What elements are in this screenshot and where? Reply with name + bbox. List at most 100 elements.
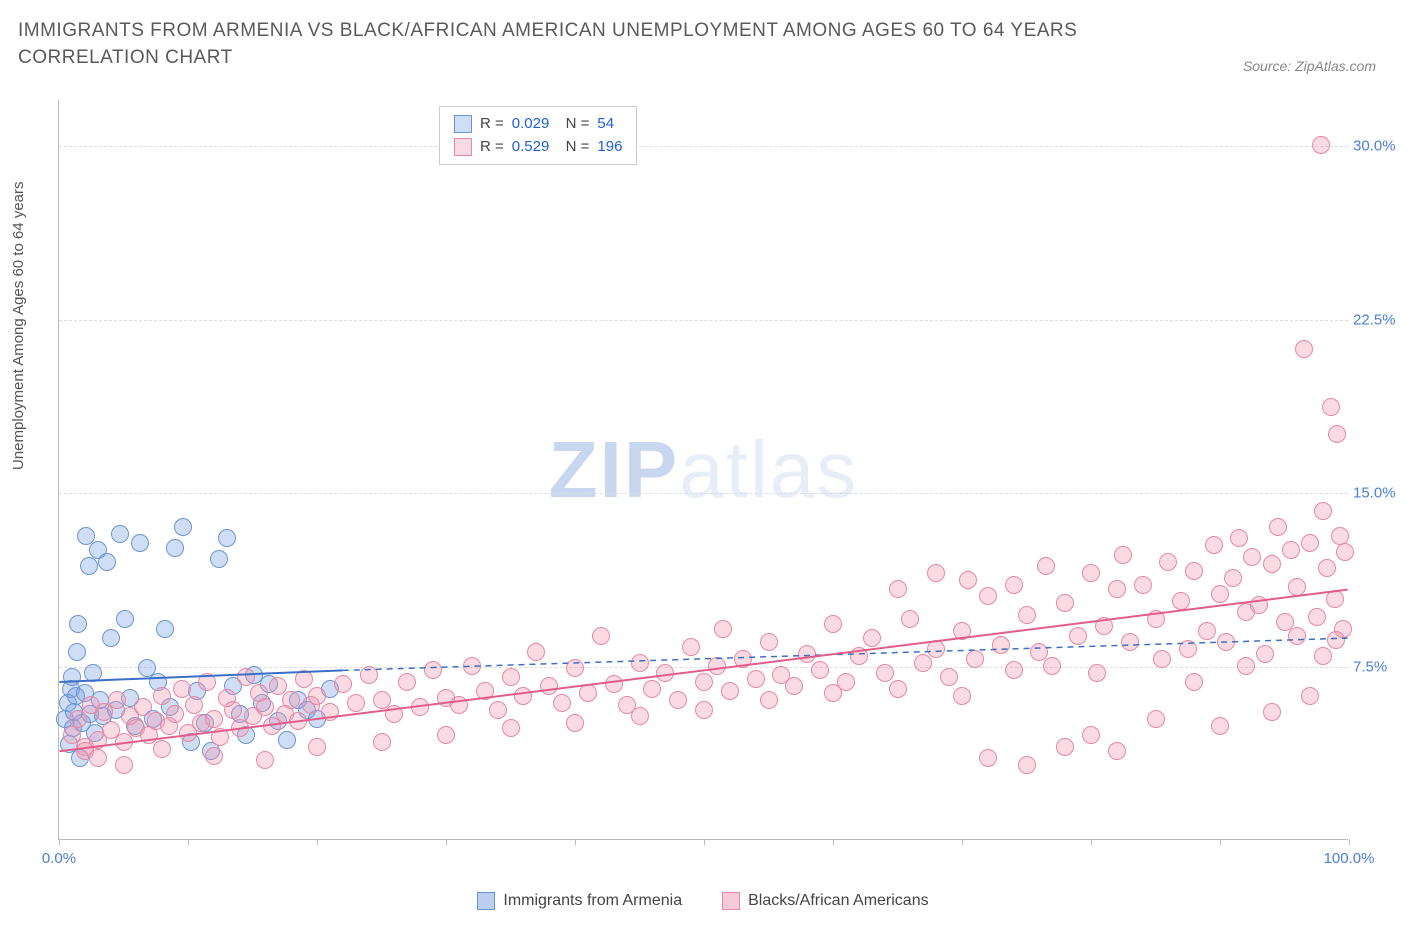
data-point-series-1 — [256, 751, 274, 769]
data-point-series-1 — [1018, 606, 1036, 624]
data-point-series-0 — [80, 557, 98, 575]
x-tick-mark — [704, 839, 705, 845]
data-point-series-1 — [1269, 518, 1287, 536]
data-point-series-1 — [1153, 650, 1171, 668]
data-point-series-1 — [1121, 633, 1139, 651]
data-point-series-1 — [682, 638, 700, 656]
data-point-series-1 — [1312, 136, 1330, 154]
data-point-series-1 — [385, 705, 403, 723]
data-point-series-1 — [1224, 569, 1242, 587]
data-point-series-1 — [256, 698, 274, 716]
data-point-series-1 — [850, 647, 868, 665]
data-point-series-1 — [115, 756, 133, 774]
y-tick-label: 22.5% — [1353, 311, 1406, 328]
data-point-series-1 — [1147, 710, 1165, 728]
data-point-series-0 — [166, 539, 184, 557]
data-point-series-1 — [1147, 610, 1165, 628]
data-point-series-1 — [1179, 640, 1197, 658]
data-point-series-1 — [1108, 580, 1126, 598]
x-tick-mark — [446, 839, 447, 845]
data-point-series-1 — [489, 701, 507, 719]
x-tick-mark — [575, 839, 576, 845]
data-point-series-1 — [398, 673, 416, 691]
data-point-series-1 — [502, 719, 520, 737]
swatch-icon — [454, 115, 472, 133]
data-point-series-1 — [1217, 633, 1235, 651]
y-tick-label: 30.0% — [1353, 138, 1406, 155]
data-point-series-1 — [876, 664, 894, 682]
x-tick-mark — [1091, 839, 1092, 845]
data-point-series-1 — [1243, 548, 1261, 566]
data-point-series-1 — [553, 694, 571, 712]
data-point-series-1 — [502, 668, 520, 686]
y-tick-label: 7.5% — [1353, 658, 1406, 675]
data-point-series-1 — [185, 696, 203, 714]
x-tick-label: 0.0% — [42, 850, 76, 867]
data-point-series-0 — [102, 629, 120, 647]
data-point-series-1 — [1134, 576, 1152, 594]
gridline — [59, 493, 1348, 494]
swatch-icon — [454, 138, 472, 156]
data-point-series-1 — [1005, 576, 1023, 594]
data-point-series-1 — [592, 627, 610, 645]
data-point-series-1 — [450, 696, 468, 714]
data-point-series-1 — [205, 710, 223, 728]
data-point-series-1 — [966, 650, 984, 668]
data-point-series-1 — [631, 654, 649, 672]
data-point-series-1 — [889, 580, 907, 598]
data-point-series-1 — [940, 668, 958, 686]
data-point-series-1 — [760, 691, 778, 709]
data-point-series-1 — [373, 733, 391, 751]
x-tick-mark — [962, 839, 963, 845]
data-point-series-1 — [173, 680, 191, 698]
data-point-series-1 — [308, 738, 326, 756]
data-point-series-1 — [1205, 536, 1223, 554]
data-point-series-1 — [308, 687, 326, 705]
data-point-series-1 — [1327, 631, 1345, 649]
data-point-series-0 — [116, 610, 134, 628]
data-point-series-1 — [889, 680, 907, 698]
data-point-series-1 — [411, 698, 429, 716]
data-point-series-1 — [205, 747, 223, 765]
data-point-series-1 — [631, 707, 649, 725]
data-point-series-1 — [747, 670, 765, 688]
chart-title: IMMIGRANTS FROM ARMENIA VS BLACK/AFRICAN… — [18, 18, 1118, 71]
data-point-series-1 — [669, 691, 687, 709]
data-point-series-1 — [166, 705, 184, 723]
data-point-series-1 — [108, 691, 126, 709]
watermark: ZIPatlas — [549, 424, 858, 516]
data-point-series-1 — [1336, 543, 1354, 561]
gridline — [59, 146, 1348, 147]
data-point-series-1 — [1301, 687, 1319, 705]
data-point-series-1 — [224, 701, 242, 719]
data-point-series-1 — [927, 564, 945, 582]
x-tick-label: 100.0% — [1324, 850, 1375, 867]
data-point-series-1 — [360, 666, 378, 684]
x-tick-mark — [59, 839, 60, 845]
data-point-series-1 — [714, 620, 732, 638]
data-point-series-1 — [1005, 661, 1023, 679]
data-point-series-1 — [1056, 594, 1074, 612]
stats-row-series-0: R = 0.029 N = 54 — [454, 113, 622, 136]
r-value-1: 0.529 — [512, 136, 550, 159]
n-value-1: 196 — [597, 136, 622, 159]
data-point-series-1 — [1263, 555, 1281, 573]
data-point-series-1 — [476, 682, 494, 700]
data-point-series-1 — [424, 661, 442, 679]
x-tick-mark — [317, 839, 318, 845]
data-point-series-1 — [1256, 645, 1274, 663]
data-point-series-0 — [111, 525, 129, 543]
data-point-series-1 — [605, 675, 623, 693]
data-point-series-1 — [1069, 627, 1087, 645]
data-point-series-1 — [289, 712, 307, 730]
data-point-series-1 — [1295, 340, 1313, 358]
data-point-series-1 — [979, 749, 997, 767]
data-point-series-1 — [953, 622, 971, 640]
data-point-series-1 — [437, 726, 455, 744]
data-point-series-1 — [1082, 726, 1100, 744]
data-point-series-0 — [84, 664, 102, 682]
data-point-series-1 — [211, 728, 229, 746]
data-point-series-1 — [1159, 553, 1177, 571]
data-point-series-1 — [153, 687, 171, 705]
data-point-series-1 — [1237, 657, 1255, 675]
